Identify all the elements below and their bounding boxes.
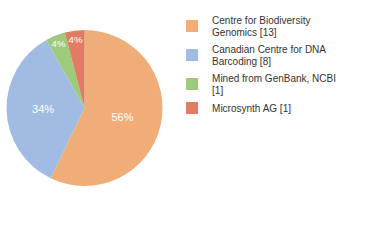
svg-text:Microsynth AG [1]: Microsynth AG [1] xyxy=(212,103,291,114)
svg-text:Centre for BiodiversityGenomic: Centre for BiodiversityGenomics [13] xyxy=(212,15,310,39)
svg-text:Mined from GenBank, NCBI[1]: Mined from GenBank, NCBI[1] xyxy=(212,73,336,97)
svg-text:4%: 4% xyxy=(69,34,83,45)
svg-text:34%: 34% xyxy=(32,103,54,115)
svg-text:Canadian Centre for DNABarcodi: Canadian Centre for DNABarcoding [8] xyxy=(212,44,326,68)
svg-text:4%: 4% xyxy=(52,38,66,49)
svg-text:56%: 56% xyxy=(111,111,133,123)
